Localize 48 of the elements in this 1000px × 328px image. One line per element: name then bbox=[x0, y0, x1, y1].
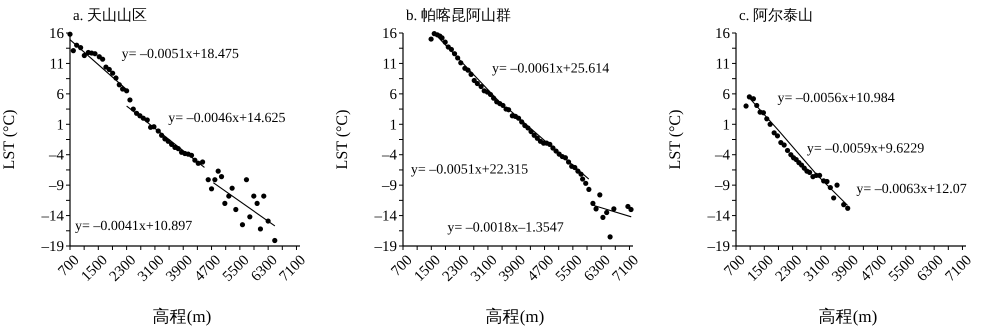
annotation: y= –0.0061x+25.614 bbox=[492, 62, 610, 77]
annotation: y= –0.0018x–1.3547 bbox=[447, 220, 564, 236]
y-tick-label: –14 bbox=[40, 208, 64, 225]
y-tick-label: 1 bbox=[722, 117, 730, 134]
x-tick-label: 7100 bbox=[276, 252, 310, 285]
y-axis-title: LST (°C) bbox=[334, 110, 351, 170]
y-tick-label: 16 bbox=[715, 26, 730, 42]
y-tick-label: 1 bbox=[390, 117, 397, 134]
annotation: y= –0.0056x+10.984 bbox=[777, 90, 895, 106]
annotation: y= –0.0051x+22.315 bbox=[410, 162, 528, 178]
chart-title: b. 帕喀昆阿山群 bbox=[406, 7, 511, 24]
x-axis-title: 高程(m) bbox=[818, 307, 878, 326]
y-tick-label: –19 bbox=[40, 239, 64, 255]
chart-title: c. 阿尔泰山 bbox=[739, 7, 814, 24]
annotation: y= –0.0046x+14.625 bbox=[168, 111, 286, 126]
y-tick-label: 11 bbox=[716, 56, 730, 72]
x-tick-label: 700 bbox=[388, 252, 416, 280]
annotation: y= –0.0059x+9.6229 bbox=[806, 141, 924, 156]
y-tick-label: –9 bbox=[714, 178, 730, 194]
y-tick-label: 6 bbox=[722, 86, 730, 103]
y-tick-label: –14 bbox=[374, 208, 398, 225]
x-tick-label: 700 bbox=[721, 252, 749, 280]
y-tick-label: –19 bbox=[374, 239, 397, 255]
y-tick-label: –14 bbox=[706, 208, 730, 225]
y-axis-title: LST (°C) bbox=[667, 110, 684, 170]
y-tick-label: –19 bbox=[706, 239, 730, 255]
x-tick-label: 700 bbox=[55, 252, 83, 280]
y-tick-label: 1 bbox=[56, 117, 64, 134]
annotation: y= –0.0051x+18.475 bbox=[122, 46, 239, 62]
y-axis-title: LST (°C) bbox=[1, 110, 18, 170]
annotation: y= –0.0063x+12.07 bbox=[856, 182, 967, 198]
y-tick-label: 11 bbox=[50, 56, 64, 72]
y-tick-label: 6 bbox=[56, 86, 64, 103]
y-tick-label: 6 bbox=[390, 86, 398, 103]
y-tick-label: 16 bbox=[382, 26, 398, 42]
y-tick-label: –9 bbox=[48, 178, 64, 194]
y-tick-label: –4 bbox=[381, 148, 398, 164]
annotation: y= –0.0041x+10.897 bbox=[74, 219, 192, 234]
x-tick-label: 7100 bbox=[610, 252, 642, 285]
y-tick-label: –4 bbox=[714, 148, 730, 164]
y-tick-label: –9 bbox=[381, 178, 397, 194]
x-axis-title: 高程(m) bbox=[486, 307, 544, 326]
y-tick-label: 11 bbox=[382, 56, 397, 72]
x-tick-label: 7100 bbox=[942, 252, 976, 285]
y-tick-label: 16 bbox=[49, 26, 64, 42]
y-tick-label: –4 bbox=[48, 148, 64, 164]
x-axis-title: 高程(m) bbox=[152, 307, 212, 326]
chart-title: a. 天山山区 bbox=[73, 7, 148, 24]
